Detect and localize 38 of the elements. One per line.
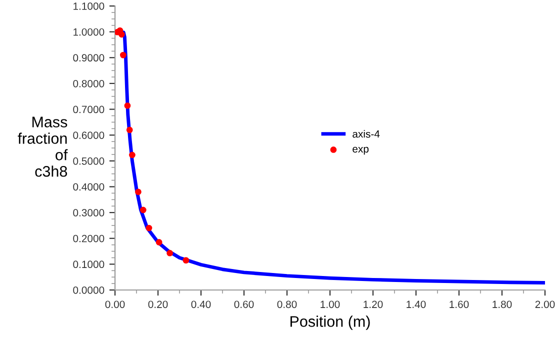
x-tick-label: 0.20 — [148, 300, 168, 308]
x-tick-label: 1.80 — [492, 300, 512, 308]
point — [124, 102, 131, 109]
x-tick-label: 0.60 — [234, 300, 254, 308]
point — [135, 188, 142, 196]
point — [120, 52, 126, 58]
x-tick-label: 1.60 — [450, 300, 469, 308]
y-tick-label: 0.7000 — [73, 106, 104, 114]
x-tick-label: 1.00 — [320, 300, 340, 308]
y-tick-label: 0.0000 — [73, 286, 104, 294]
point — [126, 126, 133, 134]
legend-label: axis-4 — [352, 130, 380, 138]
y-tick-label: 1.0000 — [74, 28, 104, 36]
point — [118, 31, 125, 38]
y-tick-label: 0.6000 — [73, 132, 104, 139]
y-tick-label: 0.3000 — [73, 209, 104, 216]
y-tick-label: 0.4000 — [73, 183, 104, 191]
point — [182, 257, 190, 264]
point — [146, 224, 152, 232]
x-axis-title: Position (m) — [290, 316, 370, 330]
y-tick-label: 0.2000 — [73, 234, 104, 242]
y-tick-label: 1.1000 — [74, 2, 104, 10]
y-tick-label: 0.8000 — [73, 80, 104, 88]
point — [129, 152, 136, 158]
x-tick-label: 2.00 — [535, 300, 555, 308]
point — [166, 250, 174, 256]
y-tick-label: 0.1000 — [73, 260, 104, 268]
x-tick-label: 0.00 — [105, 300, 125, 308]
x-tick-label: 1.40 — [406, 300, 426, 308]
point — [156, 239, 162, 246]
y-axis-title: Mass fraction of c3h8 — [18, 116, 68, 177]
x-tick-label: 1.20 — [364, 300, 383, 308]
y-tick-label: 0.9000 — [73, 54, 104, 62]
point — [140, 206, 146, 214]
x-tick-label: 0.80 — [277, 300, 297, 308]
legend-label: exp — [352, 146, 369, 155]
x-tick-label: 0.40 — [191, 300, 211, 308]
y-tick-label: 0.5000 — [73, 157, 104, 165]
